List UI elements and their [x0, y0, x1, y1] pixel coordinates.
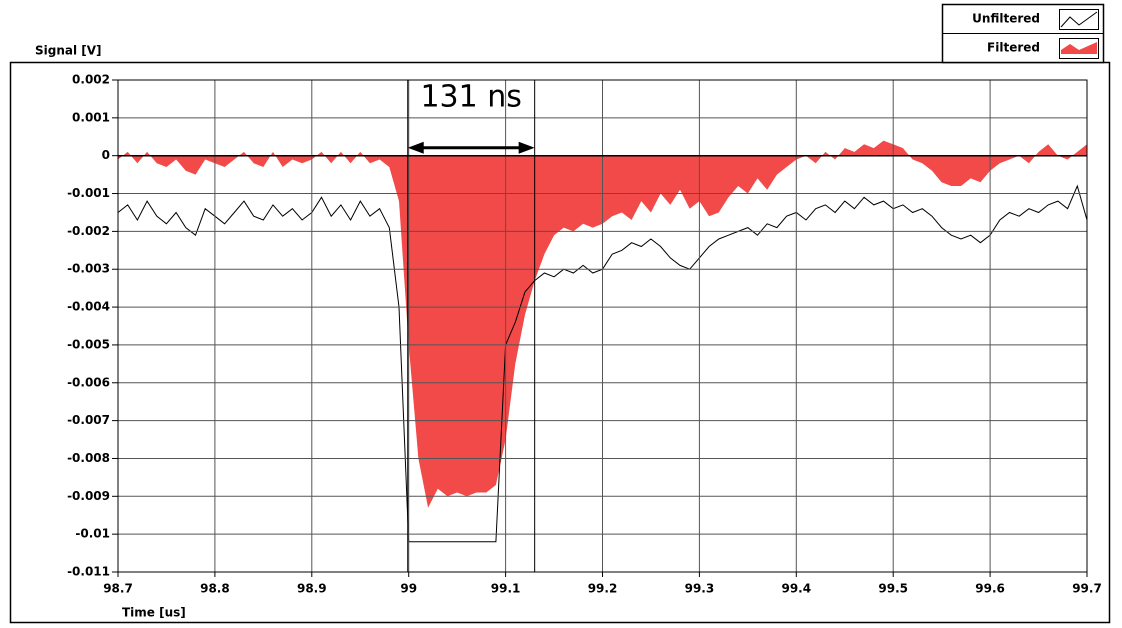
y-tick-label: -0.003: [67, 262, 110, 276]
legend-label: Unfiltered: [972, 12, 1040, 26]
x-tick-label: 99.4: [781, 582, 811, 596]
y-tick-label: -0.005: [67, 337, 110, 351]
x-tick-label: 99.3: [685, 582, 715, 596]
y-tick-label: 0.001: [72, 110, 110, 124]
y-tick-label: -0.001: [67, 186, 110, 200]
x-tick-label: 99.1: [491, 582, 521, 596]
y-tick-label: -0.004: [67, 300, 110, 314]
x-tick-label: 99.2: [588, 582, 618, 596]
y-tick-label: -0.007: [67, 413, 110, 427]
x-tick-label: 99.7: [1072, 582, 1102, 596]
legend-swatch: [1059, 9, 1099, 30]
legend-swatch: [1061, 42, 1097, 54]
x-axis-label: Time [us]: [122, 606, 186, 620]
arrow-head: [407, 141, 424, 154]
x-tick-label: 98.8: [200, 582, 230, 596]
x-tick-label: 98.7: [103, 582, 133, 596]
arrow-head: [518, 141, 535, 154]
y-tick-label: -0.006: [67, 375, 110, 389]
y-tick-label: -0.002: [67, 224, 110, 238]
legend-swatch: [1060, 11, 1098, 28]
legend: Unfiltered Filtered: [941, 3, 1105, 64]
y-tick-label: 0.002: [72, 73, 110, 87]
plot-border: [117, 79, 1088, 573]
x-tick-label: 99: [400, 582, 417, 596]
x-tick-label: 99.6: [975, 582, 1005, 596]
annotation-label: 131 ns: [420, 80, 521, 115]
x-tick-label: 99.5: [878, 582, 908, 596]
y-tick-label: -0.01: [75, 527, 110, 541]
x-tick-label: 98.9: [297, 582, 327, 596]
frame: [9, 61, 1111, 624]
y-tick-label: -0.008: [67, 451, 110, 465]
y-tick-label: 0: [102, 148, 110, 162]
legend-label: Filtered: [987, 41, 1040, 55]
y-axis-label: Signal [V]: [35, 44, 102, 58]
y-tick-label: -0.009: [67, 489, 110, 503]
y-tick-label: -0.011: [67, 565, 110, 579]
